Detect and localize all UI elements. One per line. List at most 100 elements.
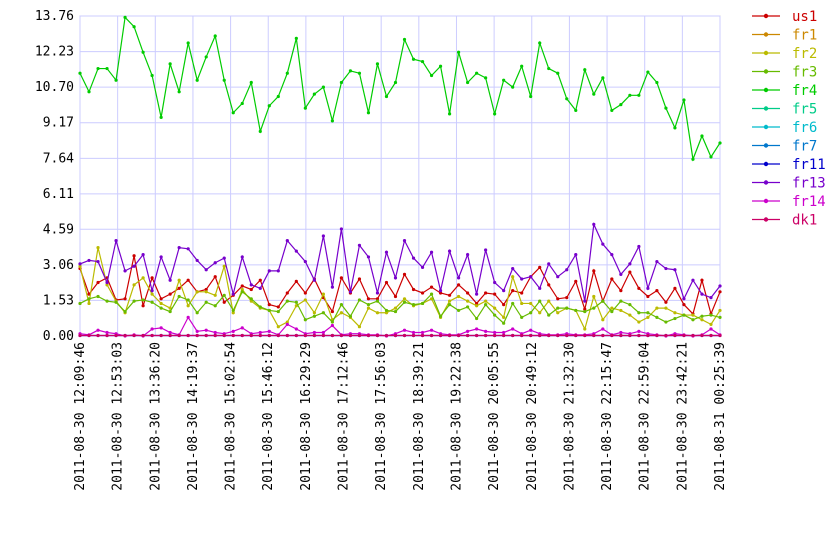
data-point [592,269,596,273]
data-point [475,304,479,308]
data-point [159,326,163,330]
data-point [673,316,677,321]
data-point [357,333,362,338]
legend-label: fr11 [792,157,826,173]
data-point [411,57,416,61]
data-point [150,327,154,331]
legend-label: fr6 [792,120,817,136]
x-tick-label: 2011-08-30 17:56:03 [374,342,389,491]
data-point [411,256,416,260]
data-point [213,333,217,338]
y-tick-label: 12.23 [35,45,74,60]
data-point [610,108,614,113]
data-point [429,297,434,301]
data-point [141,253,145,257]
data-point [520,291,524,295]
data-point [700,292,704,296]
data-point [213,34,217,38]
data-point [691,318,695,322]
data-point [438,64,443,68]
data-point [547,333,551,338]
data-point [168,333,172,338]
data-point [484,303,488,307]
data-point [682,333,686,338]
data-point [610,333,614,338]
data-point [393,276,398,280]
data-point [556,333,560,338]
data-point [402,333,407,338]
x-tick-label: 2011-08-30 23:42:21 [675,342,690,491]
data-point [204,328,208,332]
data-point [177,333,181,338]
data-point [339,303,344,307]
data-point [700,333,704,338]
data-point [411,303,416,307]
y-tick-label: 13.76 [35,9,74,24]
legend-swatch-marker [763,143,769,148]
data-point [447,112,452,116]
data-point [592,92,596,96]
data-point [493,333,497,338]
data-point [249,333,253,338]
data-point [195,329,199,333]
data-point [691,313,695,317]
legend-swatch-marker [763,69,769,74]
data-point [682,98,686,102]
data-point [177,278,181,282]
data-point [502,315,506,319]
data-point [366,333,371,338]
data-point [87,297,91,301]
data-point [529,94,533,99]
data-point [493,306,497,310]
data-point [141,304,145,308]
data-point [258,129,262,133]
legend-label: fr13 [792,176,826,192]
legend-swatch-marker [763,180,769,185]
data-point [466,305,470,309]
data-point [78,333,82,338]
data-point [204,287,208,292]
x-tick-label: 2011-08-30 13:36:20 [148,342,163,491]
data-point [664,300,668,304]
data-point [601,299,605,303]
legend-label: us1 [792,9,817,25]
legend-item-fr1: fr1 [752,28,817,44]
data-point [574,108,578,113]
data-point [375,311,380,315]
x-tick-label: 2011-08-30 20:49:12 [525,342,540,491]
data-point [646,286,650,290]
data-point [78,71,82,75]
data-point [466,329,470,333]
legend-item-fr3: fr3 [752,65,817,81]
data-point [655,259,659,264]
data-point [132,254,136,258]
data-point [231,333,235,338]
legend-label: fr14 [792,194,826,210]
data-point [393,333,398,338]
data-point [619,103,623,107]
data-point [195,258,199,263]
data-point [96,66,100,71]
data-point [466,253,470,257]
data-point [195,78,199,82]
data-point [411,333,416,338]
data-point [637,286,641,290]
data-point [718,315,722,319]
y-tick-label: 9.17 [43,116,74,131]
data-point [484,329,488,333]
data-point [538,265,542,269]
legend-label: fr4 [792,83,817,99]
data-point [168,62,172,66]
data-point [348,290,353,294]
data-point [592,306,596,310]
data-point [267,303,271,307]
data-point [204,333,208,338]
data-point [673,333,677,338]
data-point [213,261,217,265]
data-point [186,315,190,319]
data-point [511,275,515,279]
data-point [556,275,560,279]
data-point [384,311,389,315]
data-point [556,297,560,301]
data-point [321,234,325,238]
